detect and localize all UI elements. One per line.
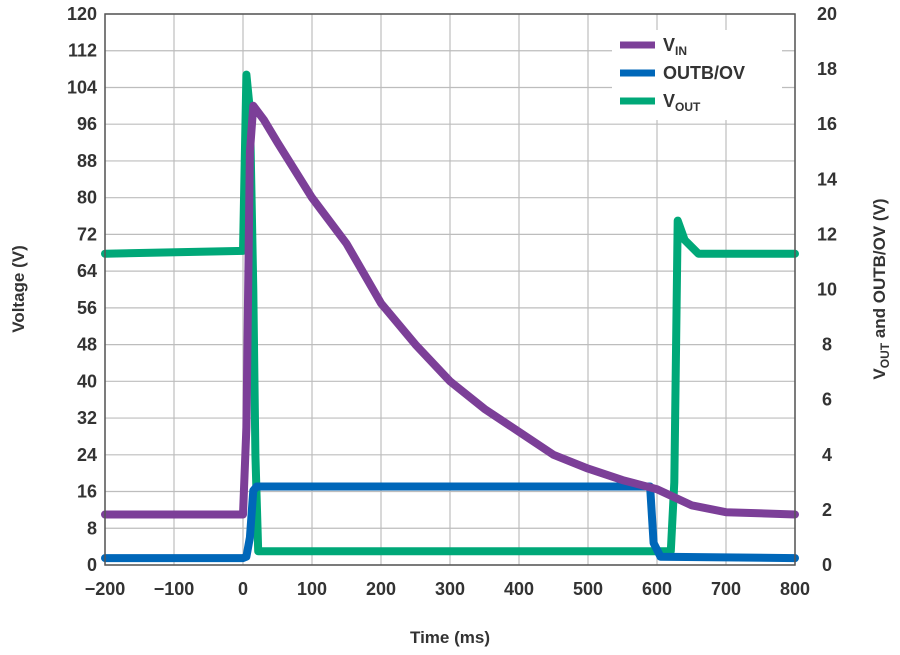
y-right-tick-label: 10 [817, 280, 837, 300]
legend-item-outbov: OUTB/OV [620, 63, 745, 83]
legend-item-vout: VOUT [620, 91, 701, 114]
legend-vin-sub: IN [675, 44, 687, 58]
y-right-tick-label: 20 [817, 4, 837, 24]
plot-frame [104, 13, 796, 566]
legend-label-vout: VOUT [663, 91, 701, 114]
y-left-tick-label: 8 [87, 518, 97, 538]
y-left-axis-title: Voltage (V) [9, 245, 28, 333]
series-line-vin [101, 101, 799, 519]
y-left-tick-label: 56 [77, 298, 97, 318]
y-right-tick-label: 18 [817, 59, 837, 79]
y-left-tick-label: 16 [77, 482, 97, 502]
y-left-tick-label: 112 [68, 41, 97, 61]
x-tick-label: −100 [154, 579, 195, 599]
y-left-tick-label: 64 [77, 261, 97, 281]
tick-labels: −200 −100 0 100 200 300 400 500 600 700 8000816243… [67, 4, 837, 599]
y-left-tick-label: 40 [77, 371, 97, 391]
y-left-tick-label: 24 [77, 445, 97, 465]
y-left-tick-label: 48 [77, 335, 97, 355]
legend-vout-sub: OUT [675, 100, 701, 114]
series-layer [101, 70, 799, 563]
series-line-outbov [101, 482, 799, 563]
y-right-title-main: V [870, 368, 889, 380]
series-line-vout [101, 70, 799, 556]
y-right-axis-title: VOUT and OUTB/OV (V) [870, 198, 892, 379]
y-right-tick-label: 2 [822, 500, 832, 520]
x-tick-label: 200 [366, 579, 396, 599]
y-right-tick-label: 12 [817, 224, 837, 244]
y-right-tick-label: 14 [817, 169, 837, 189]
y-left-tick-label: 96 [77, 114, 97, 134]
y-right-tick-label: 8 [822, 335, 832, 355]
x-tick-label: 600 [642, 579, 672, 599]
y-left-tick-label: 72 [77, 224, 97, 244]
x-tick-label: 300 [435, 579, 465, 599]
x-tick-label: 800 [780, 579, 810, 599]
y-right-tick-label: 16 [817, 114, 837, 134]
y-left-tick-label: 88 [77, 151, 97, 171]
legend: VIN OUTB/OV VOUT [612, 30, 782, 120]
x-tick-label: 500 [573, 579, 603, 599]
y-right-tick-label: 0 [822, 555, 832, 575]
x-tick-label: −200 [85, 579, 126, 599]
y-right-tick-label: 6 [822, 390, 832, 410]
x-axis-title: Time (ms) [410, 628, 490, 647]
y-left-tick-label: 32 [77, 408, 97, 428]
x-tick-label: 400 [504, 579, 534, 599]
y-left-tick-label: 104 [67, 77, 97, 97]
x-tick-label: 100 [297, 579, 327, 599]
legend-label-outbov: OUTB/OV [663, 63, 745, 83]
legend-vout-main: V [663, 91, 675, 111]
legend-item-vin: VIN [620, 35, 687, 58]
y-right-title-rest: and OUTB/OV (V) [870, 198, 889, 343]
y-right-title-sub: OUT [878, 342, 892, 368]
y-left-tick-label: 80 [77, 188, 97, 208]
y-left-tick-label: 120 [67, 4, 97, 24]
x-tick-label: 0 [238, 579, 248, 599]
x-tick-label: 700 [711, 579, 741, 599]
legend-label-vin: VIN [663, 35, 687, 58]
y-left-tick-label: 0 [87, 555, 97, 575]
y-right-tick-label: 4 [822, 445, 832, 465]
legend-vin-main: V [663, 35, 675, 55]
